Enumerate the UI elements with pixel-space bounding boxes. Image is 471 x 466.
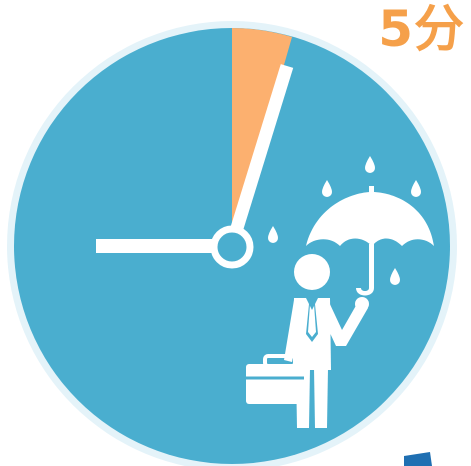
raindrop-icon [322, 180, 332, 197]
clock-center [210, 225, 254, 269]
raindrop-icon [365, 156, 375, 173]
minute-hand [230, 64, 294, 230]
person-head [294, 254, 330, 290]
raindrop-icon [268, 226, 278, 243]
briefcase-icon [246, 354, 304, 404]
umbrella-icon [306, 186, 434, 296]
raindrop-icon [390, 268, 400, 285]
time-label: 5分 [378, 0, 465, 58]
raindrops [268, 156, 421, 285]
raindrop-icon [411, 180, 421, 197]
corner-accent [404, 452, 432, 466]
